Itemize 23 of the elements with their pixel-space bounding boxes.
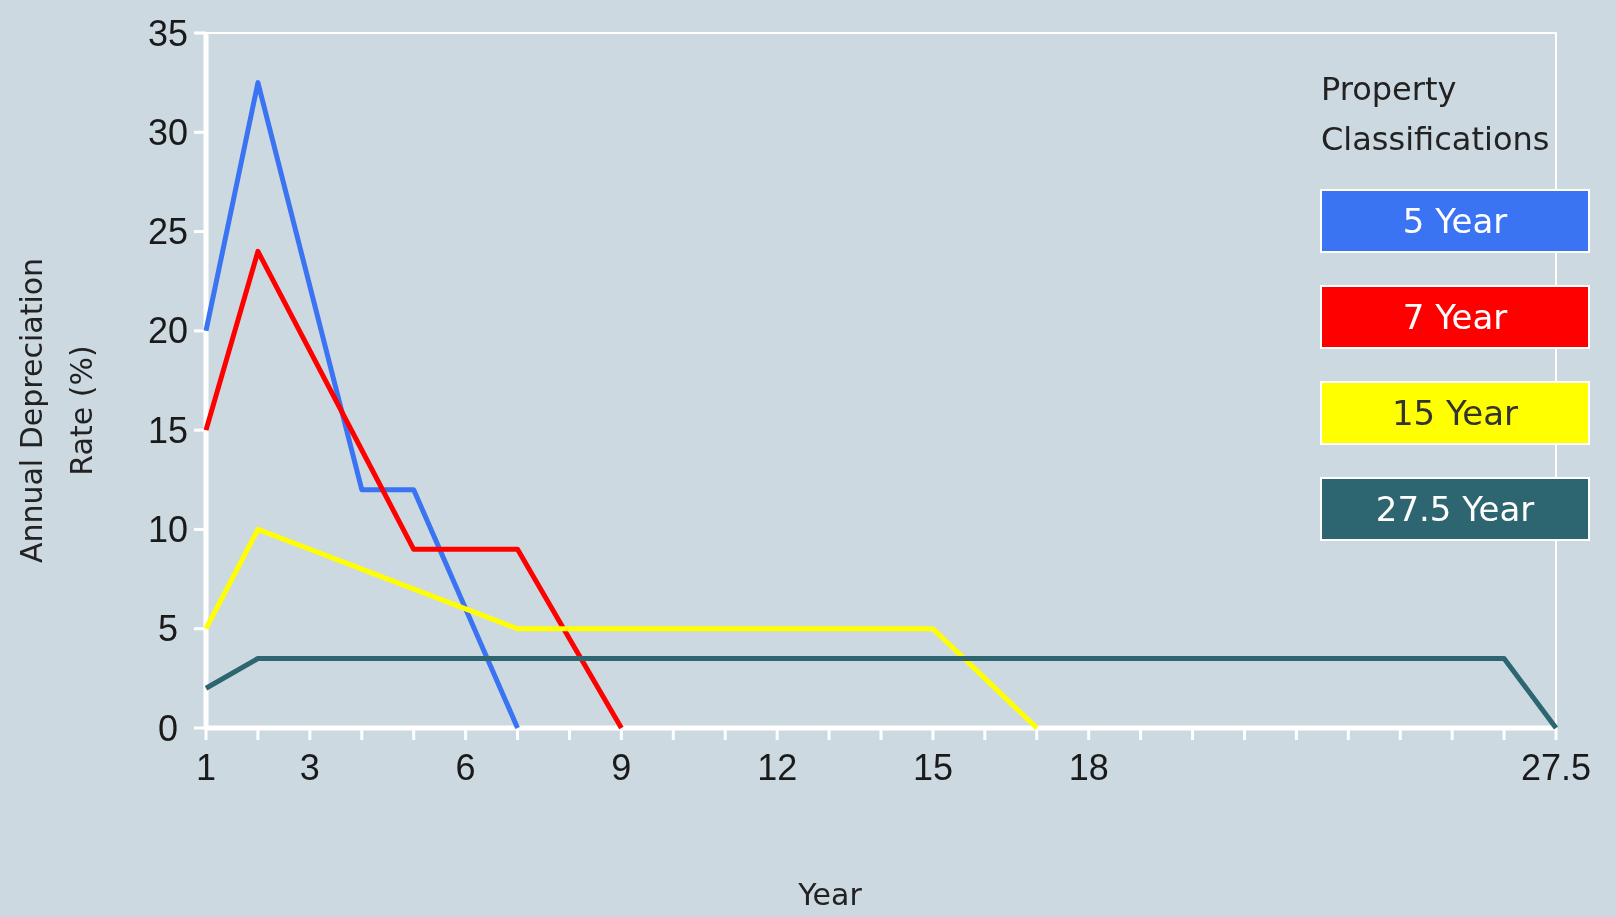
y-axis-title: Annual Depreciation Rate (%) [14, 257, 99, 564]
x-tick-label: 6 [455, 747, 476, 788]
y-tick-label: 5 [157, 608, 179, 650]
y-tick-label: 25 [147, 211, 189, 253]
y-tick-label: 15 [147, 409, 189, 451]
x-axis-title: Year [797, 877, 863, 912]
y-tick-label: 0 [157, 707, 179, 749]
x-tick-label: 9 [611, 747, 632, 788]
legend-title: Property Classifications [1321, 70, 1550, 158]
y-tick-label: 35 [147, 12, 189, 54]
text: 7 Year [1402, 296, 1508, 337]
x-tick-label: 27.5 [1520, 747, 1592, 788]
text: 5 Year [1402, 200, 1508, 241]
y-tick-label: 30 [147, 111, 189, 153]
x-tick-label: 12 [757, 747, 798, 788]
text: 15 Year [1391, 392, 1519, 433]
y-tick-label: 10 [147, 509, 189, 551]
x-tick-label: 1 [195, 747, 217, 788]
y-tick-label: 20 [147, 310, 189, 352]
text: 27.5 Year [1375, 488, 1535, 529]
x-tick-label: 3 [299, 747, 320, 788]
x-tick-label: 18 [1068, 747, 1109, 788]
x-tick-label: 15 [912, 747, 953, 788]
